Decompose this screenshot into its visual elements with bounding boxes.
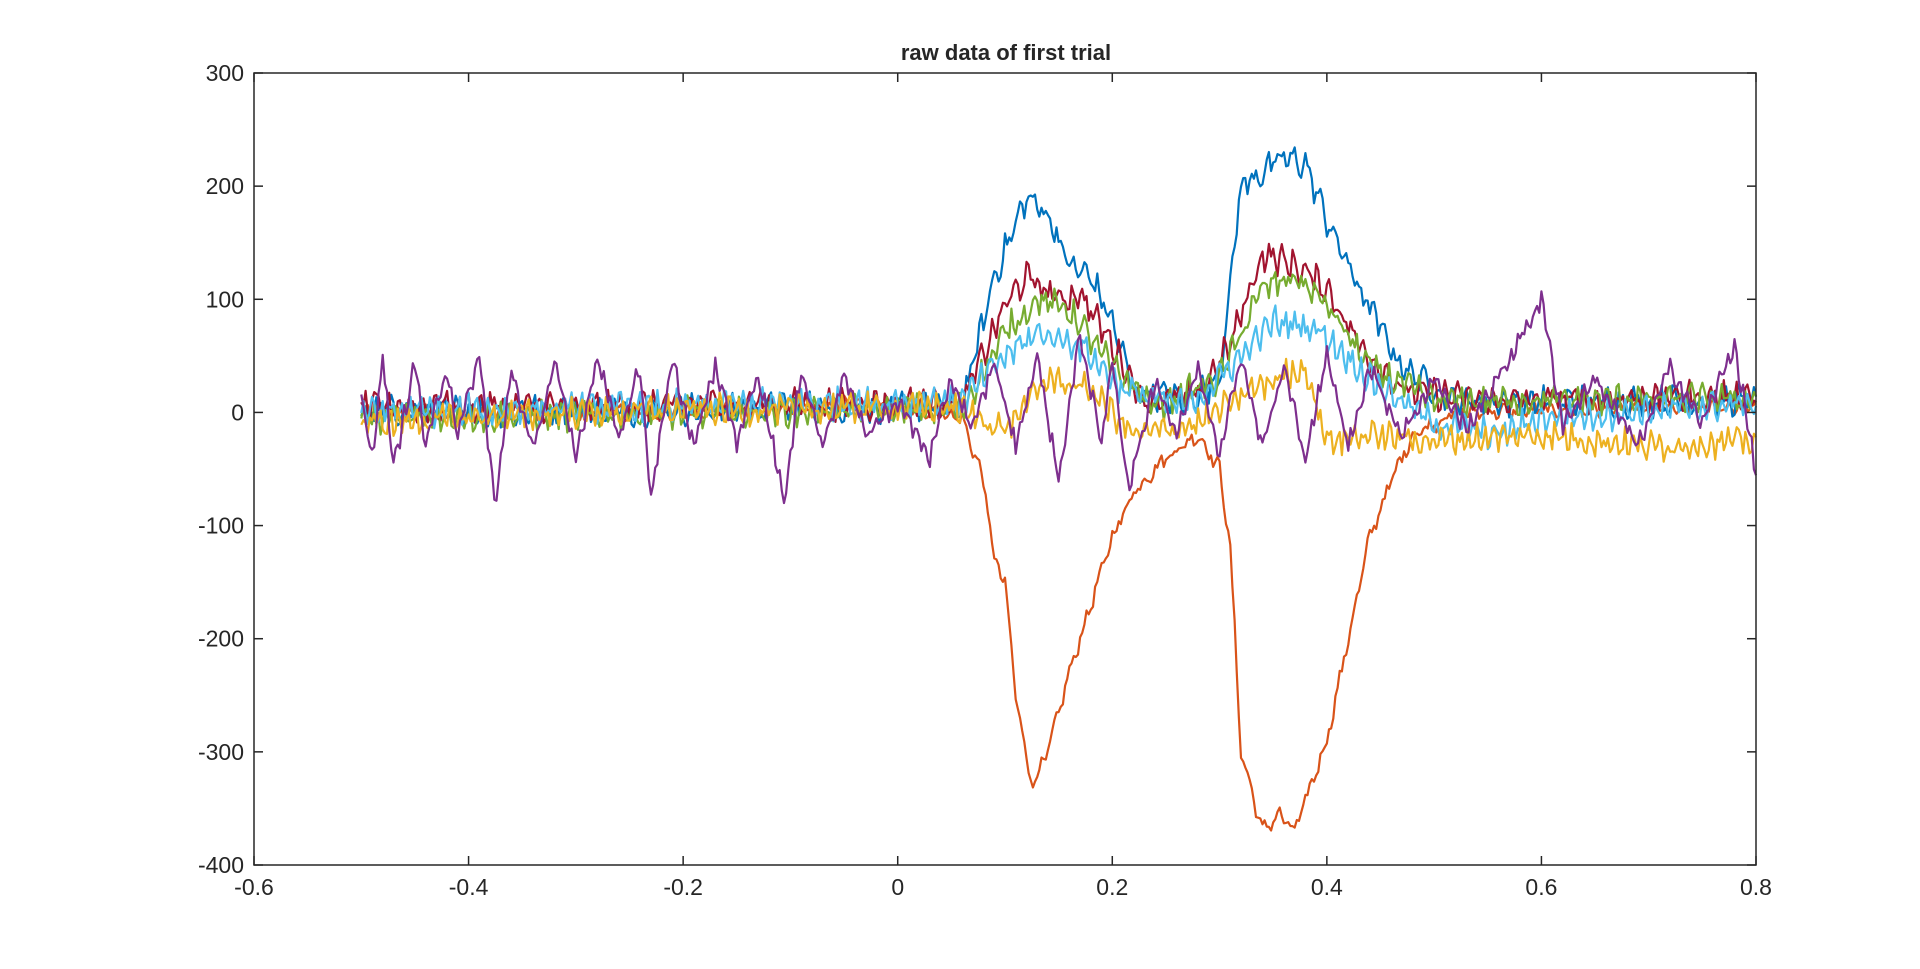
x-tick-label: -0.4 (449, 874, 489, 900)
x-tick-label: 0.2 (1096, 874, 1128, 900)
y-tick-label: -200 (198, 626, 244, 652)
y-tick-label: 300 (206, 60, 244, 86)
x-tick-label: -0.6 (234, 874, 274, 900)
series-line (360, 146, 1758, 429)
y-tick-label: 0 (231, 399, 244, 425)
x-tick-label: 0.4 (1311, 874, 1343, 900)
chart-title: raw data of first trial (901, 40, 1111, 65)
series-line (360, 271, 1757, 436)
series-line (360, 357, 1757, 463)
y-tick-label: -400 (198, 852, 244, 878)
y-tick-label: -300 (198, 739, 244, 765)
x-tick-label: 0.8 (1740, 874, 1772, 900)
series-line (360, 304, 1758, 451)
series-line (360, 290, 1758, 505)
plot-area-box (253, 72, 1757, 866)
y-axis: -400 -300 -200 -100 0 100 200 300 (198, 60, 1756, 878)
y-tick-label: -100 (198, 513, 244, 539)
y-tick-label: 100 (206, 286, 244, 312)
x-tick-label: 0.6 (1525, 874, 1557, 900)
x-tick-label: -0.2 (663, 874, 703, 900)
x-axis: -0.6 -0.4 -0.2 0 0.2 0.4 0.6 0.8 (234, 73, 1772, 900)
x-tick-label: 0 (891, 874, 904, 900)
series-layer (360, 146, 1758, 832)
series-line (361, 394, 1757, 832)
y-tick-label: 200 (206, 173, 244, 199)
